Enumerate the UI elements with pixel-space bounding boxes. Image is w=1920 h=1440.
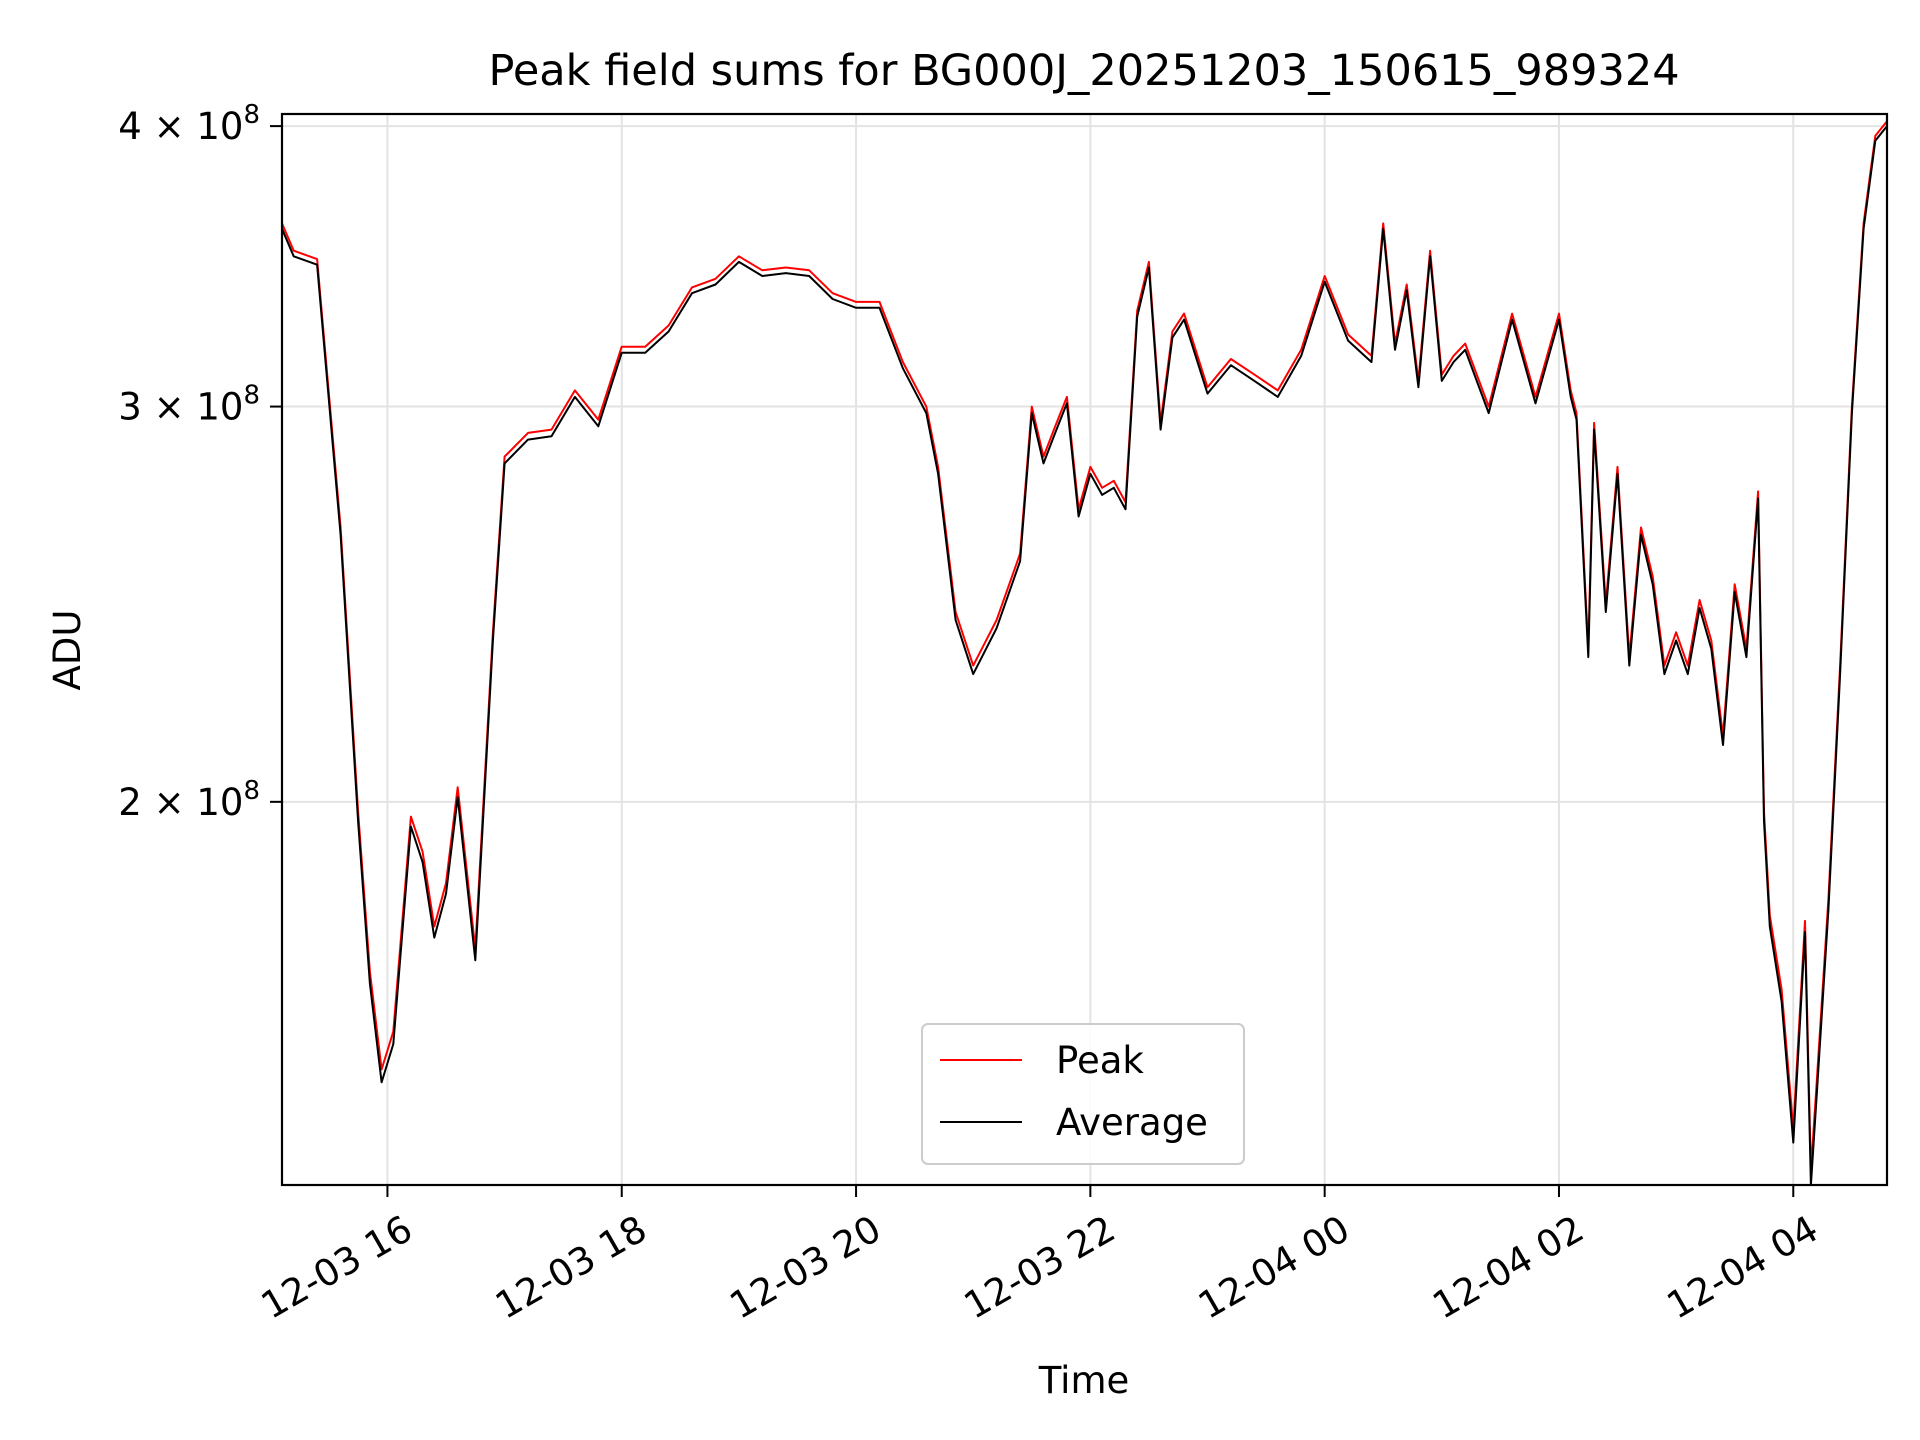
- y-tick-exponent: 8: [243, 381, 260, 411]
- plot-area-frame: [280, 112, 1889, 1187]
- y-tick-mantissa: 3: [118, 386, 142, 429]
- chart-title: Peak field sums for BG000J_20251203_1506…: [488, 46, 1679, 96]
- legend-peak-label: Peak: [1056, 1039, 1144, 1082]
- x-axis-label: Time: [1038, 1359, 1130, 1402]
- series-line-average: [281, 125, 1888, 1186]
- y-axis-label: ADU: [46, 610, 89, 691]
- legend: Peak Average: [921, 1023, 1245, 1165]
- series-line-peak: [281, 120, 1888, 1172]
- plot-lines: [281, 120, 1888, 1186]
- y-tick-label: 4 × 108: [118, 100, 260, 148]
- grid: [282, 114, 1887, 1185]
- y-tick-label: 2 × 108: [118, 776, 260, 824]
- legend-average-label: Average: [1056, 1101, 1208, 1144]
- y-tick-mantissa: 2: [118, 781, 142, 824]
- y-axis: 2 × 108 3 × 108 4 × 108: [118, 100, 282, 824]
- y-tick-label: 3 × 108: [118, 381, 260, 429]
- y-tick-mantissa: 4: [118, 105, 142, 148]
- y-tick-exponent: 8: [243, 776, 260, 806]
- y-tick-exponent: 8: [243, 100, 260, 130]
